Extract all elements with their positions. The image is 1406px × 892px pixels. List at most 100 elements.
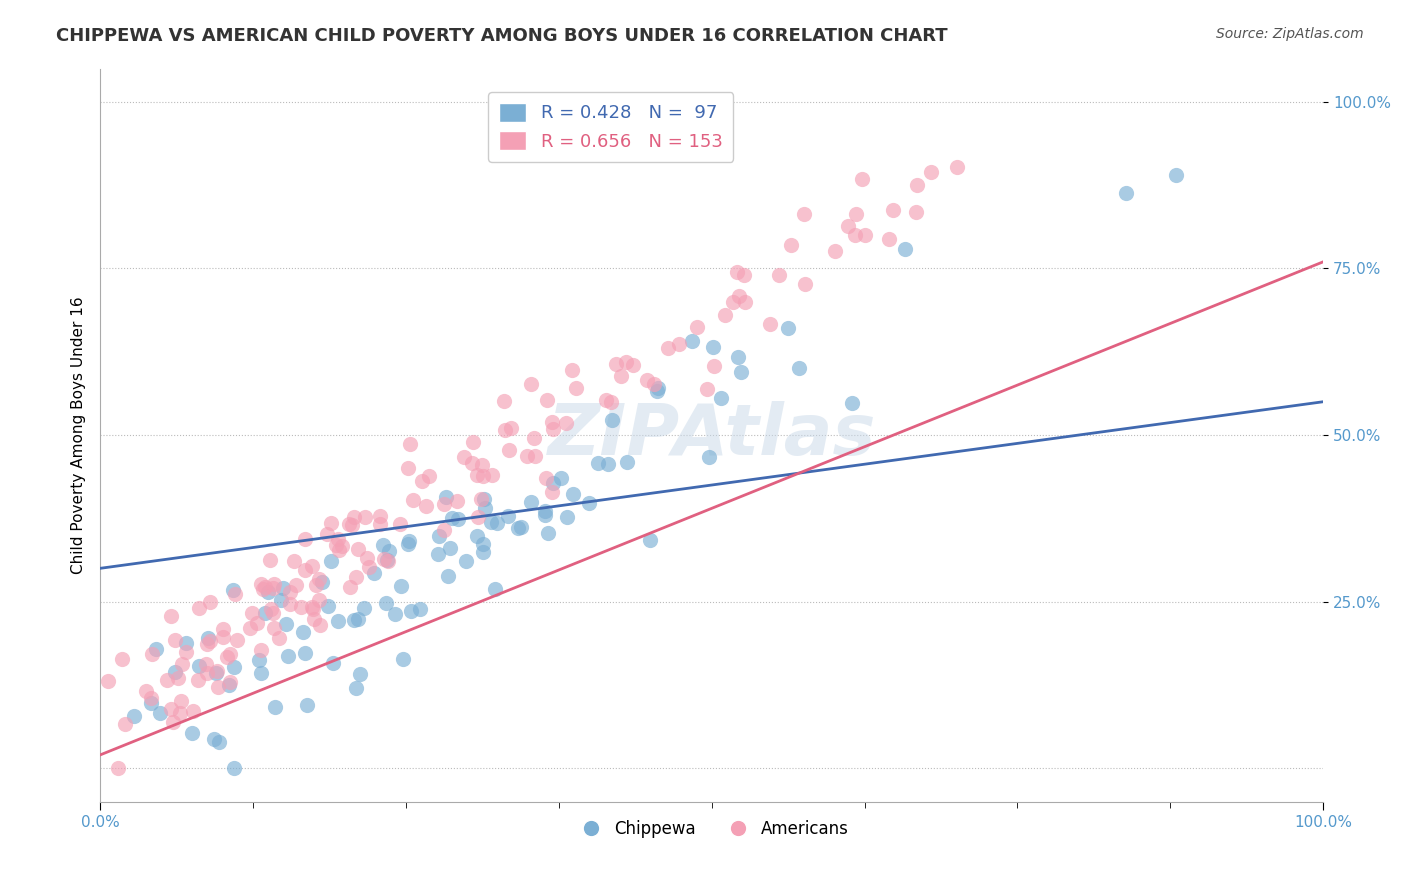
Americans [882, 203, 904, 218]
Americans [211, 630, 233, 644]
Americans [156, 673, 179, 687]
Americans [250, 643, 273, 657]
Chippewa [702, 340, 724, 354]
Americans [465, 468, 488, 483]
Chippewa [427, 547, 450, 561]
Chippewa [485, 516, 508, 530]
Chippewa [1166, 168, 1188, 182]
Americans [368, 517, 391, 532]
Chippewa [221, 582, 243, 597]
Americans [703, 359, 725, 374]
Americans [837, 219, 859, 234]
Americans [561, 363, 583, 377]
Chippewa [270, 593, 292, 607]
Chippewa [250, 666, 273, 681]
Chippewa [472, 537, 495, 551]
Chippewa [727, 351, 749, 365]
Americans [252, 582, 274, 596]
Americans [339, 580, 361, 594]
Chippewa [349, 666, 371, 681]
Americans [905, 204, 928, 219]
Americans [330, 539, 353, 553]
Americans [418, 468, 440, 483]
Americans [262, 581, 284, 595]
Americans [498, 442, 520, 457]
Chippewa [409, 602, 432, 616]
Americans [636, 373, 658, 387]
Americans [246, 615, 269, 630]
Chippewa [222, 761, 245, 775]
Chippewa [163, 665, 186, 679]
Americans [595, 392, 617, 407]
Chippewa [122, 709, 145, 723]
Americans [794, 277, 817, 292]
Chippewa [555, 509, 578, 524]
Americans [357, 560, 380, 574]
Chippewa [496, 508, 519, 523]
Americans [195, 657, 218, 672]
Chippewa [344, 681, 367, 695]
Americans [343, 510, 366, 524]
Americans [377, 554, 399, 568]
Text: ZIPAtlas: ZIPAtlas [547, 401, 876, 469]
Chippewa [277, 648, 299, 663]
Chippewa [434, 491, 457, 505]
Chippewa [893, 242, 915, 256]
Chippewa [254, 606, 277, 620]
Text: CHIPPEWA VS AMERICAN CHILD POVERTY AMONG BOYS UNDER 16 CORRELATION CHART: CHIPPEWA VS AMERICAN CHILD POVERTY AMONG… [56, 27, 948, 45]
Chippewa [263, 699, 285, 714]
Americans [337, 517, 360, 532]
Americans [165, 632, 187, 647]
Chippewa [392, 651, 415, 665]
Chippewa [375, 553, 398, 567]
Americans [135, 684, 157, 698]
Americans [346, 541, 368, 556]
Americans [254, 580, 277, 594]
Americans [373, 552, 395, 566]
Chippewa [343, 613, 366, 627]
Chippewa [454, 554, 477, 568]
Chippewa [181, 726, 204, 740]
Americans [520, 377, 543, 392]
Chippewa [208, 735, 231, 749]
Americans [494, 423, 516, 437]
Americans [278, 598, 301, 612]
Americans [725, 265, 748, 279]
Chippewa [274, 616, 297, 631]
Americans [172, 657, 194, 671]
Chippewa [441, 510, 464, 524]
Americans [696, 383, 718, 397]
Chippewa [479, 516, 502, 530]
Americans [844, 227, 866, 242]
Americans [97, 673, 120, 688]
Americans [169, 694, 191, 708]
Americans [260, 602, 283, 616]
Chippewa [472, 492, 495, 507]
Chippewa [681, 334, 703, 349]
Americans [433, 523, 456, 537]
Americans [758, 318, 780, 332]
Americans [920, 165, 942, 179]
Americans [402, 493, 425, 508]
Americans [727, 289, 749, 303]
Chippewa [353, 601, 375, 615]
Chippewa [322, 656, 344, 670]
Chippewa [188, 659, 211, 673]
Americans [160, 702, 183, 716]
Americans [541, 484, 564, 499]
Americans [207, 680, 229, 694]
Americans [621, 358, 644, 372]
Americans [415, 500, 437, 514]
Americans [501, 421, 523, 435]
Americans [907, 178, 929, 193]
Americans [259, 552, 281, 566]
Americans [226, 633, 249, 648]
Americans [309, 617, 332, 632]
Chippewa [197, 632, 219, 646]
Americans [368, 508, 391, 523]
Americans [305, 578, 328, 592]
Chippewa [471, 545, 494, 559]
Chippewa [841, 395, 863, 409]
Americans [536, 393, 558, 408]
Chippewa [316, 599, 339, 613]
